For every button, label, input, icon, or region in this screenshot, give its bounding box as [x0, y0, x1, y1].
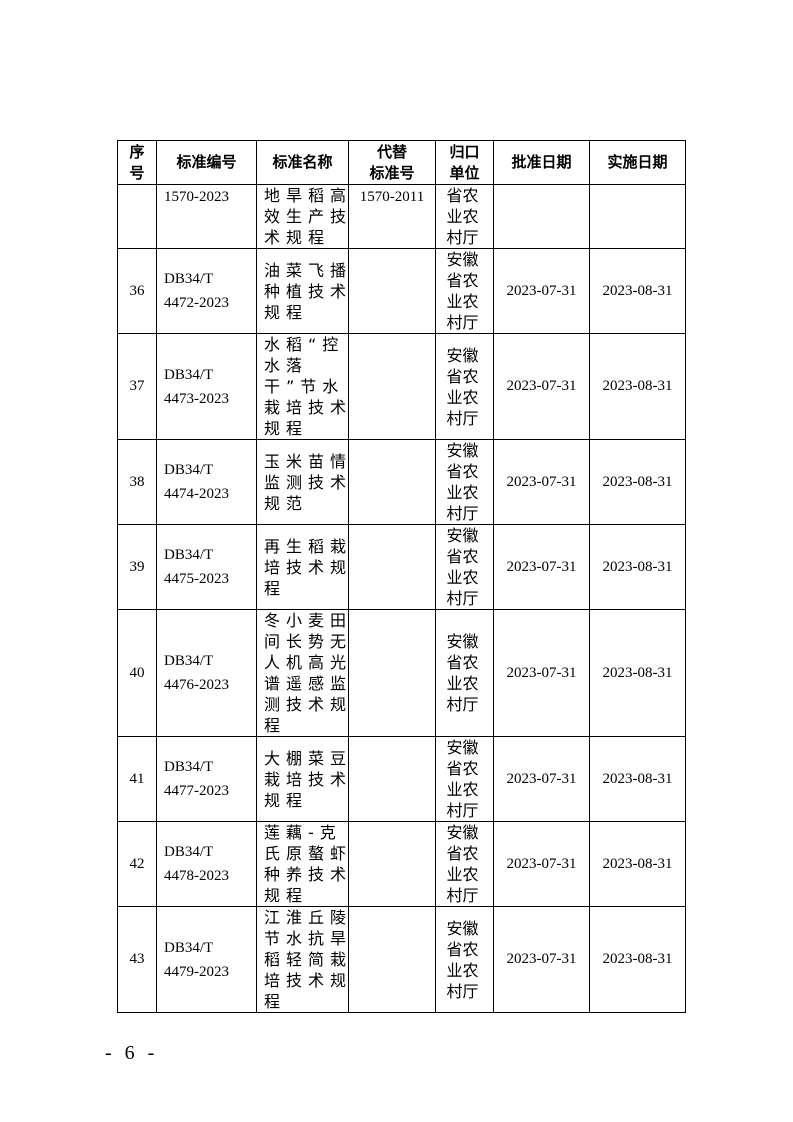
cell-seq: 40 [117, 609, 157, 737]
cell-name: 地旱稻高效生产技术规程 [264, 186, 353, 247]
cell-code: DB34/T 4479-2023 [156, 906, 257, 1013]
cell-replaces [348, 524, 436, 610]
cell-approved: 2023-07-31 [493, 248, 590, 334]
cell-replaces: 1570-2011 [348, 184, 436, 249]
cell-approved: 2023-07-31 [493, 821, 590, 907]
header-unit: 归口 单位 [435, 140, 494, 185]
cell-approved: 2023-07-31 [493, 736, 590, 822]
cell-seq: 43 [117, 906, 157, 1013]
header-replaces: 代替 标准号 [348, 140, 436, 185]
cell-effective: 2023-08-31 [589, 609, 686, 737]
table-row: 39 DB34/T 4475-2023 再生稻栽培技术规程 安徽省农业农村厅 2023-0… [117, 524, 686, 610]
cell-effective: 2023-08-31 [589, 524, 686, 610]
cell-name: 大棚菜豆栽培技术规程 [264, 748, 353, 810]
cell-effective: 2023-08-31 [589, 333, 686, 440]
cell-approved: 2023-07-31 [493, 609, 590, 737]
cell-replaces [348, 439, 436, 525]
cell-unit: 安徽省农业农村厅 [446, 250, 479, 332]
table-row: 38 DB34/T 4474-2023 玉米苗情监测技术规范 安徽省农业农村厅 2023-… [117, 439, 686, 525]
cell-unit: 安徽省农业农村厅 [446, 632, 479, 714]
cell-unit: 安徽省农业农村厅 [446, 738, 479, 820]
cell-replaces [348, 248, 436, 334]
header-code: 标准编号 [156, 140, 257, 185]
cell-effective: 2023-08-31 [589, 439, 686, 525]
cell-replaces [348, 906, 436, 1013]
cell-seq: 41 [117, 736, 157, 822]
cell-replaces [348, 736, 436, 822]
header-name: 标准名称 [256, 140, 349, 185]
table-row: 43 DB34/T 4479-2023 江淮丘陵节水抗旱稻轻简栽培技术规程 安徽省农业农… [117, 906, 686, 1013]
header-row: 序号 标准编号 标准名称 代替 标准号 归口 单位 批准日期 实施日期 [117, 140, 686, 185]
cell-name: 冬小麦田间长势无人机高光谱遥感监测技术规程 [264, 611, 353, 735]
cell-unit: 安徽省农业农村厅 [446, 918, 479, 1001]
cell-replaces [348, 609, 436, 737]
cell-approved: 2023-07-31 [493, 333, 590, 440]
cell-replaces [348, 333, 436, 440]
header-approved: 批准日期 [493, 140, 590, 185]
cell-seq: 39 [117, 524, 157, 610]
cell-effective: 2023-08-31 [589, 248, 686, 334]
cell-code: DB34/T 4475-2023 [156, 524, 257, 610]
cell-unit: 安徽省农业农村厅 [446, 526, 479, 608]
standards-table: 序号 标准编号 标准名称 代替 标准号 归口 单位 批准日期 实施日期 1570-2… [117, 140, 686, 1013]
page-number: - 6 - [105, 1042, 159, 1064]
table-row: 37 DB34/T 4473-2023 水稻“控水落干”节水栽培技术规程 安徽省农业农村… [117, 333, 686, 440]
cell-seq: 37 [117, 333, 157, 440]
cell-unit: 安徽省农业农村厅 [446, 441, 479, 523]
cell-code: DB34/T 4476-2023 [156, 609, 257, 737]
cell-effective: 2023-08-31 [589, 906, 686, 1013]
cell-code: DB34/T 4472-2023 [156, 248, 257, 334]
cell-approved: 2023-07-31 [493, 439, 590, 525]
cell-code: DB34/T 4473-2023 [156, 333, 257, 440]
table-row-continued: 1570-2023 地旱稻高效生产技术规程 1570-2011 省农业农村厅 [117, 184, 686, 249]
cell-seq: 42 [117, 821, 157, 907]
cell-seq: 38 [117, 439, 157, 525]
cell-code: DB34/T 4477-2023 [156, 736, 257, 822]
cell-name: 水稻“控水落干”节水栽培技术规程 [264, 335, 353, 438]
table-row: 40 DB34/T 4476-2023 冬小麦田间长势无人机高光谱遥感监测技术规程 安徽… [117, 609, 686, 737]
cell-code: DB34/T 4474-2023 [156, 439, 257, 525]
cell-name: 莲藕-克氏原螯虾种养技术规程 [264, 823, 353, 905]
table-row: 41 DB34/T 4477-2023 大棚菜豆栽培技术规程 安徽省农业农村厅 2023-… [117, 736, 686, 822]
cell-code: 1570-2023 [156, 184, 257, 249]
table-row: 42 DB34/T 4478-2023 莲藕-克氏原螯虾种养技术规程 安徽省农业农村厅 2… [117, 821, 686, 907]
cell-name: 玉米苗情监测技术规范 [264, 451, 353, 513]
cell-replaces [348, 821, 436, 907]
cell-unit: 安徽省农业农村厅 [446, 345, 479, 428]
cell-unit: 省农业农村厅 [446, 186, 479, 247]
cell-name: 江淮丘陵节水抗旱稻轻简栽培技术规程 [264, 908, 353, 1011]
cell-seq: 36 [117, 248, 157, 334]
cell-code: DB34/T 4478-2023 [156, 821, 257, 907]
cell-approved: 2023-07-31 [493, 524, 590, 610]
cell-name: 油菜飞播种植技术规程 [264, 260, 353, 322]
cell-name: 再生稻栽培技术规程 [264, 536, 353, 598]
header-seq: 序号 [117, 140, 157, 185]
cell-approved: 2023-07-31 [493, 906, 590, 1013]
table-row: 36 DB34/T 4472-2023 油菜飞播种植技术规程 安徽省农业农村厅 2023-… [117, 248, 686, 334]
cell-unit: 安徽省农业农村厅 [446, 823, 479, 905]
cell-effective: 2023-08-31 [589, 821, 686, 907]
header-effective: 实施日期 [589, 140, 686, 185]
cell-effective: 2023-08-31 [589, 736, 686, 822]
